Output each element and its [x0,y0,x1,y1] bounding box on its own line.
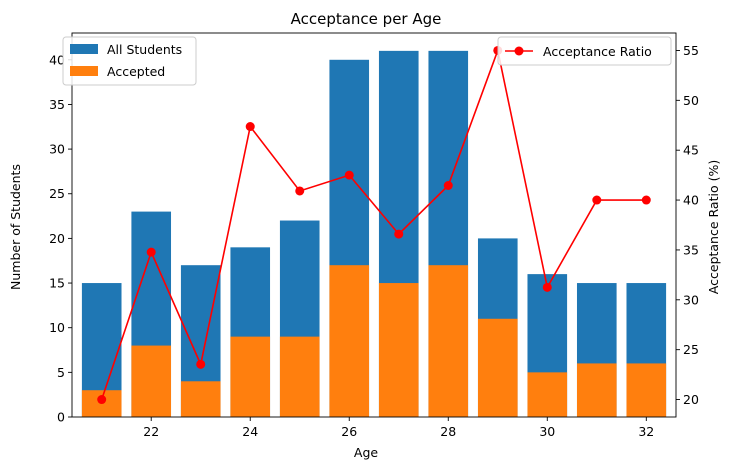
acceptance-ratio-point [245,122,255,132]
bar-accepted [576,363,617,417]
y2-axis-title: Acceptance Ratio (%) [706,160,721,294]
plot-frame [71,32,677,418]
legend-marker [514,46,524,56]
y-tick-label: 10 [49,320,65,335]
acceptance-ratio-point [146,247,156,257]
acceptance-ratio-point [295,186,305,196]
legend-swatch [70,44,98,54]
bar-accepted [378,283,419,417]
x-axis-title: Age [354,445,378,460]
bar-accepted [180,381,221,417]
ratio-line-layer [97,45,651,405]
legend-swatch [70,66,98,76]
y-tick-label: 5 [57,365,65,380]
bar-accepted [279,336,320,417]
y-tick-label: 40 [49,52,65,67]
axes-layer: 22 24 26 28 30 32 0 5 10 15 20 25 30 35 40 20 25 30 35 40 45… [49,32,699,439]
y2-tick-label: 55 [683,43,699,58]
y-tick-label: 30 [49,142,65,157]
acceptance-ratio-point [542,282,552,292]
y-tick-label: 15 [49,276,65,291]
legend-label: Acceptance Ratio [543,44,652,59]
y2-tick-label: 20 [683,392,699,407]
x-tick-label: 26 [341,424,357,439]
x-tick-label: 28 [440,424,456,439]
acceptance-ratio-point [443,181,453,190]
legend-label: Accepted [107,64,165,79]
bars-layer [81,50,667,418]
bar-accepted [626,363,667,417]
acceptance-ratio-line [100,47,647,400]
acceptance-ratio-point [641,195,651,205]
y2-tick-label: 50 [683,93,699,108]
bar-accepted [131,345,172,417]
y-tick-label: 25 [49,186,65,201]
acceptance-ratio-point [196,359,206,369]
y-tick-label: 0 [57,410,65,425]
bar-accepted [329,265,370,417]
legend-label: All Students [107,42,182,57]
y-tick-label: 35 [49,97,65,112]
bar-accepted [428,265,469,417]
chart-title: Acceptance per Age [291,10,442,28]
y-axis-title: Number of Students [8,164,23,290]
acceptance-ratio-point [344,170,354,180]
y2-tick-label: 40 [683,193,699,208]
y-tick-label: 20 [49,231,65,246]
x-tick-label: 32 [638,424,654,439]
y2-tick-label: 35 [683,242,699,257]
acceptance-ratio-point [394,229,404,239]
bar-accepted [527,372,568,417]
x-tick-label: 30 [539,424,555,439]
acceptance-ratio-point [97,395,107,405]
y2-tick-label: 30 [683,292,699,307]
x-tick-label: 22 [143,424,159,439]
legend-line: Acceptance Ratio [497,36,672,66]
legend-box [497,36,672,66]
legend-bars: All Students Accepted [62,36,197,86]
y2-tick-label: 45 [683,143,699,158]
acceptance-ratio-point [592,195,602,205]
bar-accepted [477,318,518,417]
y2-tick-label: 25 [683,342,699,357]
bar-accepted [230,336,271,417]
x-tick-label: 24 [242,424,258,439]
